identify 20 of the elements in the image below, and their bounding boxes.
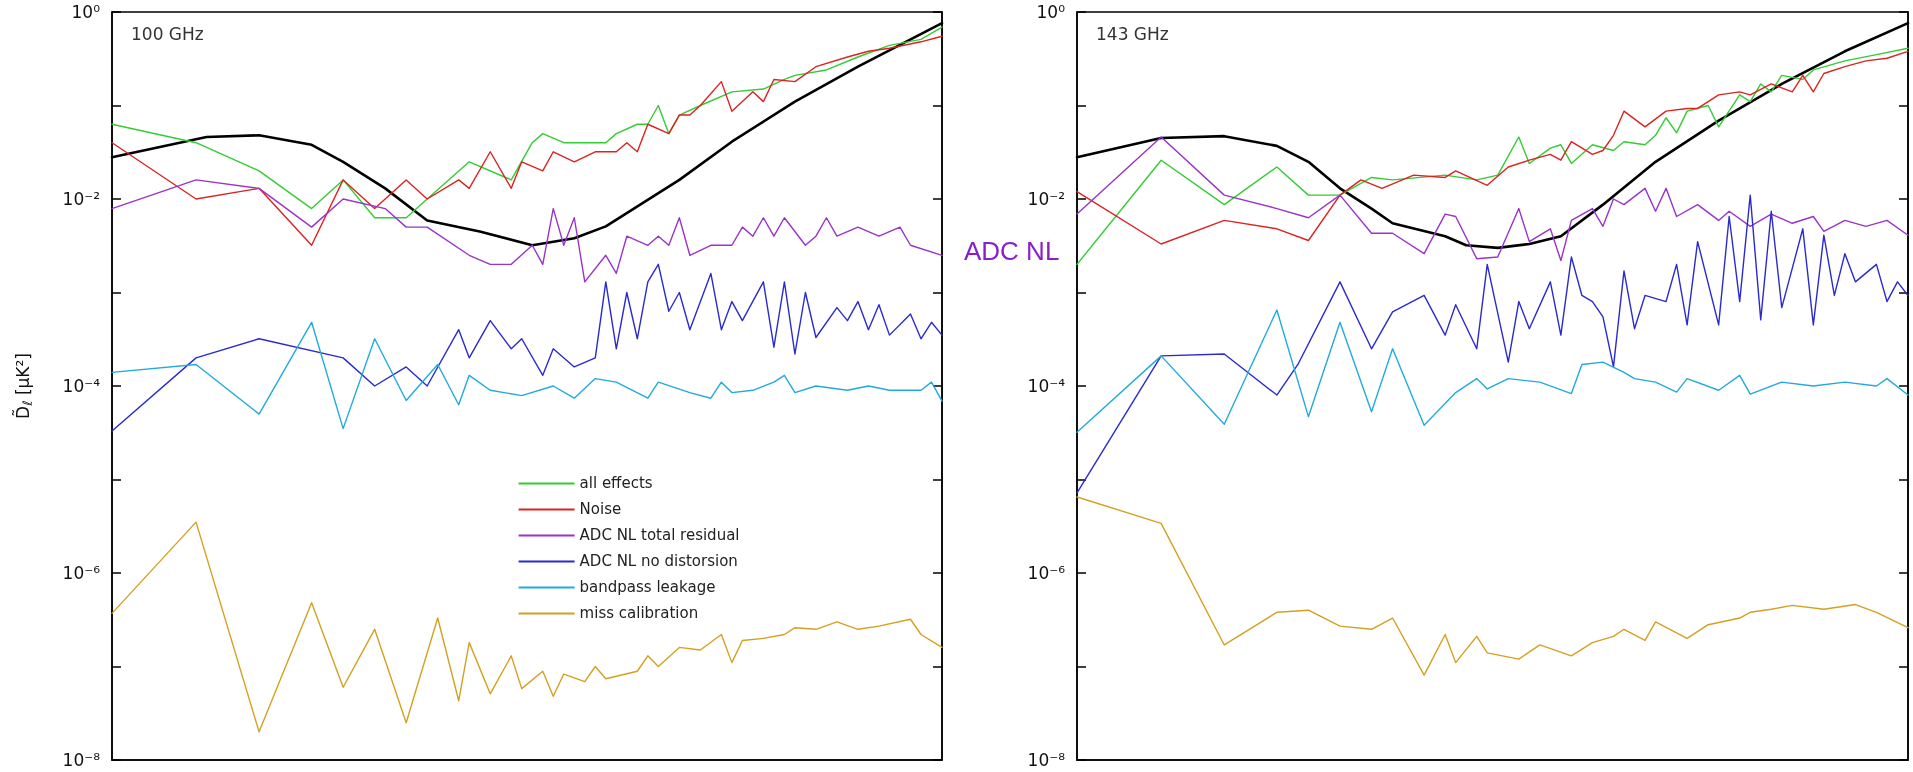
legend-label: bandpass leakage — [579, 578, 716, 597]
text: ADC NL — [964, 236, 1060, 266]
legend-label: ADC NL no distorsion — [579, 552, 738, 571]
legend-label: miss calibration — [579, 604, 699, 623]
legend-label: all effects — [579, 474, 653, 493]
y-tick-label: 10⁻² — [62, 189, 100, 209]
y-tick-label: 10⁻⁴ — [1027, 376, 1066, 396]
y-tick-label: 10⁻⁶ — [62, 563, 101, 583]
legend-label: ADC NL total residual — [579, 526, 740, 545]
y-tick-label: 10⁻⁴ — [62, 376, 101, 396]
y-tick-label: 10⁻² — [1027, 189, 1065, 209]
y-tick-label: 10⁻⁸ — [1027, 750, 1066, 770]
y-tick-label: 10⁻⁶ — [1027, 563, 1066, 583]
y-tick-label: 10⁰ — [1036, 2, 1066, 22]
y-axis-title: D̃ℓ [μK²] — [12, 353, 35, 419]
legend-label: Noise — [579, 500, 622, 519]
text: 100 GHz — [131, 23, 204, 44]
y-tick-label: 10⁻⁸ — [62, 750, 101, 770]
y-tick-label: 10⁰ — [71, 2, 101, 22]
text: 143 GHz — [1096, 23, 1169, 44]
